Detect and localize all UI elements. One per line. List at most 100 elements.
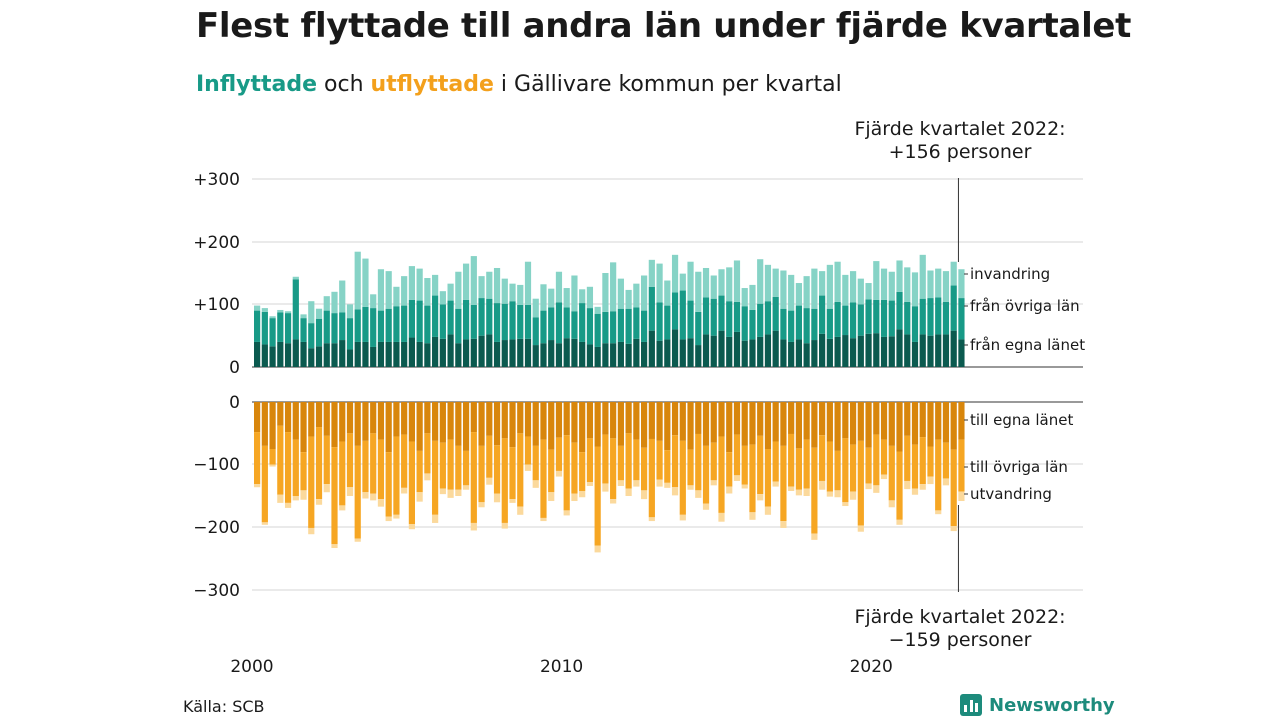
bar-in-0 (733, 331, 741, 367)
bar-in-2 (919, 254, 926, 299)
bar-ut-0 (269, 402, 276, 449)
bar-ut-0 (594, 402, 601, 447)
bar-in-1 (803, 308, 810, 344)
bar-in-1 (277, 312, 284, 342)
bar-ut-0 (331, 402, 338, 448)
bar-ut-0 (579, 402, 586, 453)
bar-ut-1 (269, 449, 276, 465)
bar-ut-1 (834, 450, 841, 491)
bar-in-0 (300, 341, 307, 367)
bar-in-2 (571, 275, 578, 312)
bar-ut-1 (842, 438, 849, 503)
chart-subtitle: Inflyttade och utflyttade i Gällivare ko… (196, 72, 842, 97)
bar-in-2 (880, 268, 888, 300)
bar-in-1 (401, 305, 408, 342)
bar-ut-2 (617, 480, 624, 486)
bar-in-1 (269, 318, 276, 347)
bar-ut-2 (741, 484, 748, 489)
bar-in-0 (865, 333, 872, 367)
bar-ut-2 (950, 526, 957, 532)
bar-in-1 (486, 298, 493, 335)
bar-in-2 (493, 267, 501, 304)
bar-ut-1 (857, 440, 864, 526)
bar-in-1 (880, 299, 888, 337)
bar-in-2 (671, 254, 679, 293)
bar-ut-0 (788, 402, 795, 434)
bar-in-0 (277, 341, 284, 367)
bar-ut-0 (911, 402, 919, 445)
bar-ut-1 (687, 449, 694, 486)
bar-ut-0 (656, 402, 663, 441)
bar-ut-0 (935, 402, 942, 440)
bar-ut-1 (416, 450, 423, 493)
bar-in-2 (795, 283, 802, 306)
bar-ut-0 (842, 402, 849, 439)
bar-in-2 (911, 272, 919, 307)
bar-ut-0 (826, 402, 833, 442)
bar-in-0 (563, 338, 570, 367)
bar-in-2 (339, 280, 346, 313)
bar-ut-0 (261, 402, 268, 446)
bar-in-0 (942, 334, 950, 367)
bar-ut-1 (478, 445, 485, 503)
bar-in-2 (602, 273, 609, 312)
brand-name: Newsworthy (989, 694, 1115, 716)
brand-logo[interactable]: Newsworthy (960, 692, 1115, 718)
bar-in-0 (315, 346, 323, 367)
bar-ut-2 (764, 506, 772, 515)
bar-in-0 (641, 341, 648, 367)
bar-in-2 (641, 275, 648, 311)
bar-in-0 (540, 343, 547, 367)
bar-in-1 (780, 308, 787, 340)
bar-in-2 (579, 289, 586, 304)
bar-ut-2 (432, 514, 439, 523)
bar-in-2 (904, 267, 911, 302)
subtitle-och: och (317, 72, 371, 97)
bar-ut-0 (664, 402, 671, 451)
bar-in-1 (602, 311, 609, 344)
bar-in-2 (741, 288, 748, 307)
bar-in-1 (679, 290, 686, 340)
bar-in-0 (795, 339, 802, 367)
bar-in-1 (873, 299, 880, 334)
bar-ut-1 (362, 440, 369, 493)
subtitle-rest: i Gällivare kommun per kvartal (493, 72, 842, 97)
bar-in-2 (501, 278, 508, 304)
bar-ut-1 (726, 452, 733, 487)
bar-in-0 (509, 339, 516, 367)
bar-ut-1 (323, 435, 330, 485)
bar-in-2 (509, 283, 516, 302)
bar-in-2 (269, 316, 276, 319)
bar-ut-1 (571, 442, 578, 494)
bar-ut-1 (935, 439, 942, 511)
bar-in-2 (439, 291, 446, 305)
bar-in-2 (315, 308, 323, 319)
bar-in-0 (656, 340, 663, 367)
bar-in-0 (671, 329, 679, 367)
bar-in-0 (633, 338, 640, 367)
bar-ut-0 (718, 402, 725, 437)
bar-in-1 (764, 301, 772, 335)
bar-in-0 (873, 333, 880, 367)
bar-in-2 (555, 271, 563, 303)
bar-ut-2 (540, 517, 547, 522)
bar-ut-2 (579, 490, 586, 498)
bar-ut-2 (401, 487, 408, 494)
bar-ut-1 (254, 432, 261, 485)
bar-ut-1 (540, 439, 547, 518)
bar-in-2 (284, 311, 292, 314)
bar-ut-1 (610, 438, 617, 500)
bar-in-1 (718, 295, 725, 331)
bar-in-2 (633, 283, 640, 308)
bar-ut-1 (873, 434, 880, 486)
bar-ut-1 (880, 439, 888, 475)
bar-in-2 (710, 275, 717, 299)
bar-ut-1 (284, 432, 292, 503)
bar-in-1 (710, 298, 717, 336)
bar-ut-1 (950, 449, 957, 527)
bar-ut-0 (772, 402, 779, 442)
bar-ut-1 (788, 433, 795, 487)
bar-ut-1 (741, 445, 748, 485)
bar-in-0 (664, 339, 671, 367)
bar-ut-1 (300, 452, 307, 491)
